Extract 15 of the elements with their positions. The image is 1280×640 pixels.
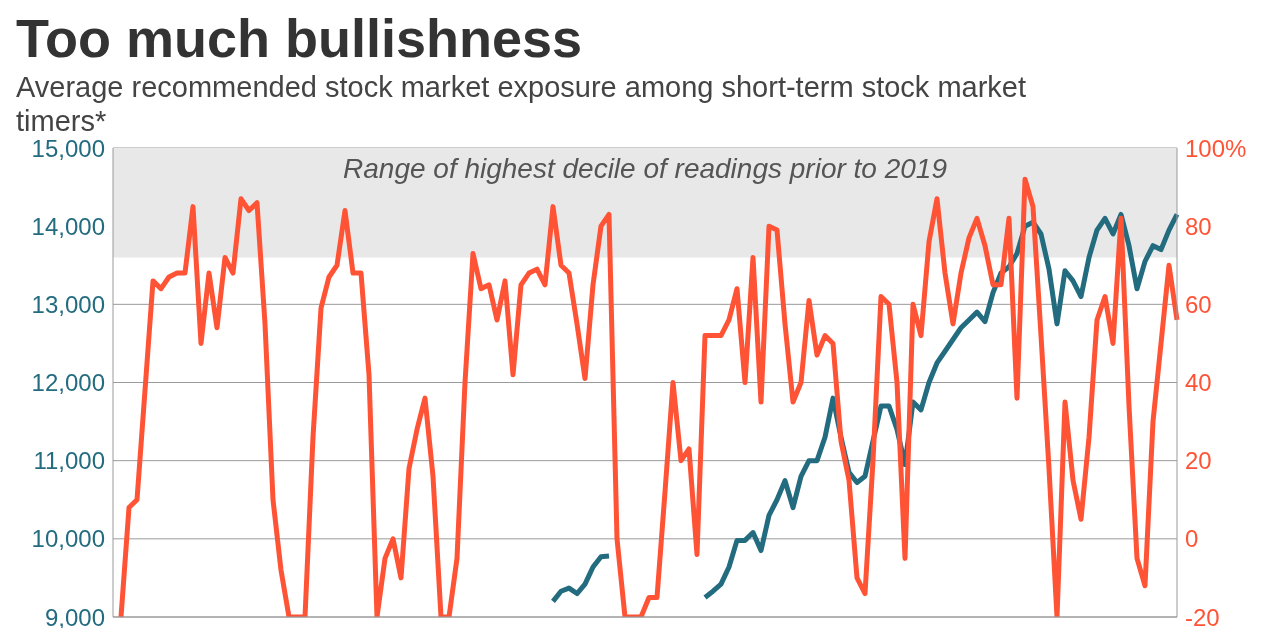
y-tick-label: 13,000	[31, 290, 105, 318]
y-tick-label: 14,000	[31, 212, 105, 240]
y-tick-label: 10,000	[31, 525, 105, 553]
y2-tick-label: 100%	[1185, 134, 1247, 162]
y-tick-label: 11,000	[33, 447, 105, 475]
y-tick-label: 9,000	[44, 603, 105, 631]
y2-tick-label: 20	[1185, 447, 1212, 475]
y2-tick-label: 80	[1185, 212, 1212, 240]
y-tick-label: 12,000	[31, 369, 105, 397]
band-label: Range of highest decile of readings prior to 2019	[343, 152, 947, 184]
chart-title: Too much bullishness	[16, 8, 584, 68]
y2-tick-label: -20	[1185, 603, 1220, 631]
y2-tick-label: 40	[1185, 369, 1212, 397]
y2-tick-label: 0	[1185, 525, 1199, 553]
y2-tick-label: 60	[1185, 290, 1212, 318]
